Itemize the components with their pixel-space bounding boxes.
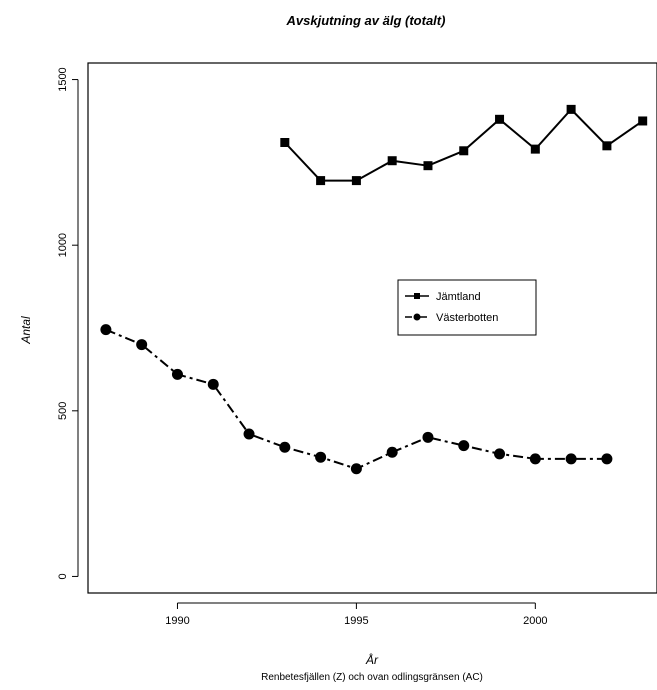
legend-marker-vasterbotten: [413, 313, 421, 321]
data-point-v-sterbotten: [207, 378, 219, 390]
x-tick-label: 1995: [344, 615, 368, 627]
data-point-j-mtland: [459, 146, 469, 156]
x-tick-label: 1990: [165, 615, 189, 627]
chart-subtitle: Renbetesfjällen (Z) och ovan odlingsgrän…: [261, 672, 483, 683]
data-point-v-sterbotten: [494, 448, 506, 460]
data-point-v-sterbotten: [565, 453, 577, 465]
data-point-v-sterbotten: [601, 453, 613, 465]
x-tick-label: 2000: [523, 615, 547, 627]
y-tick-label: 0: [57, 573, 69, 579]
data-point-v-sterbotten: [386, 446, 398, 458]
data-point-v-sterbotten: [136, 339, 148, 351]
x-axis: 1990 1995 2000: [165, 602, 548, 627]
legend-label-vasterbotten: Västerbotten: [436, 312, 498, 324]
y-axis-label: Antal: [19, 316, 33, 345]
y-axis: 0 500 1000 1500: [57, 67, 79, 580]
y-tick-label: 1500: [57, 67, 69, 91]
series-line-v-sterbotten: [105, 328, 607, 470]
chart-title: Avskjutning av älg (totalt): [286, 13, 446, 28]
data-point-v-sterbotten: [243, 428, 255, 440]
legend-marker-jamtland: [414, 293, 420, 299]
x-axis-label: År: [365, 652, 379, 667]
y-tick-label: 500: [57, 402, 69, 420]
data-point-j-mtland: [280, 138, 290, 147]
plot-frame: [87, 62, 657, 594]
data-point-v-sterbotten: [458, 440, 470, 452]
legend: Jämtland Västerbotten: [397, 279, 537, 336]
data-point-j-mtland: [602, 141, 612, 151]
data-point-j-mtland: [316, 176, 326, 186]
data-point-v-sterbotten: [350, 463, 362, 475]
data-point-j-mtland: [638, 116, 648, 126]
legend-box: [397, 279, 537, 336]
data-point-v-sterbotten: [529, 453, 541, 465]
data-point-v-sterbotten: [171, 368, 183, 380]
legend-label-jamtland: Jämtland: [436, 291, 481, 303]
data-point-j-mtland: [495, 114, 505, 124]
data-point-j-mtland: [530, 144, 540, 154]
data-point-v-sterbotten: [422, 431, 434, 443]
data-point-j-mtland: [423, 161, 433, 171]
series-layer: [100, 104, 648, 475]
data-point-j-mtland: [387, 156, 397, 166]
data-point-j-mtland: [566, 104, 576, 114]
data-point-v-sterbotten: [100, 324, 112, 336]
y-tick-label: 1000: [57, 233, 69, 257]
series-line-j-mtland: [284, 108, 644, 182]
data-point-v-sterbotten: [279, 441, 291, 453]
data-point-j-mtland: [351, 176, 361, 186]
data-point-v-sterbotten: [315, 451, 327, 463]
